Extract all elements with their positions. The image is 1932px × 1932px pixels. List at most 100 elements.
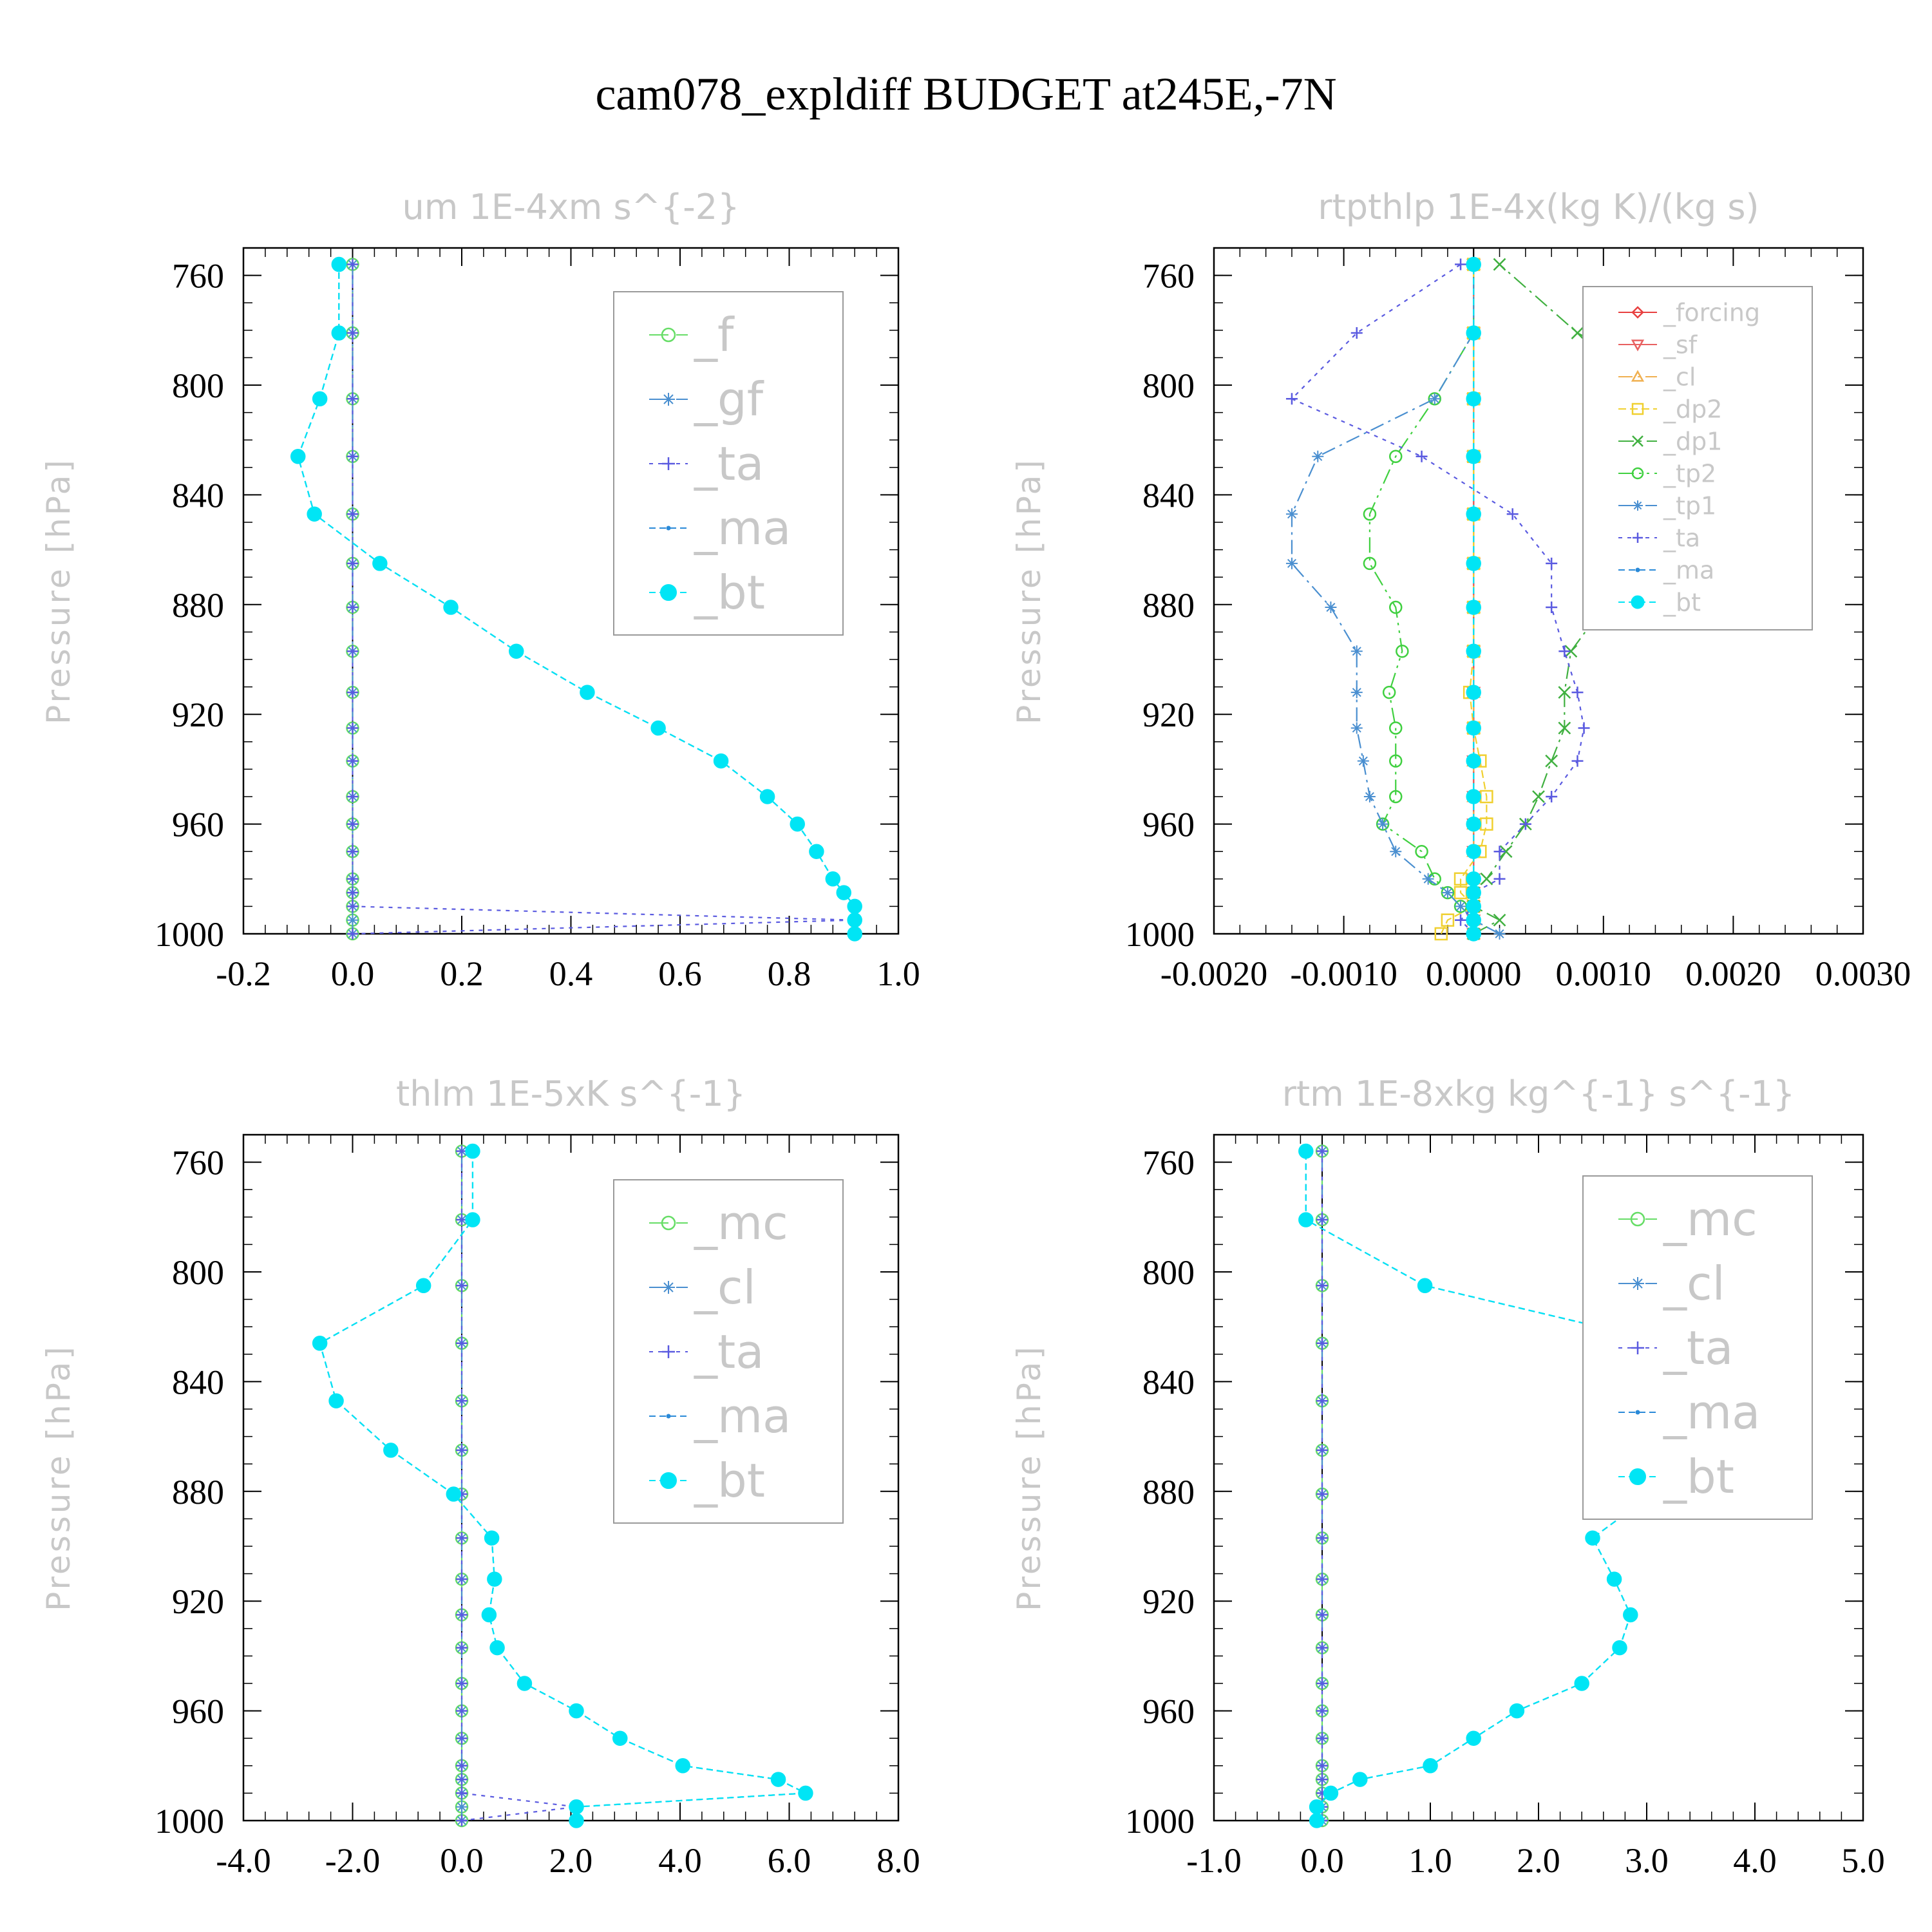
data-point <box>825 871 841 887</box>
legend-label: _dp1 <box>1663 427 1722 455</box>
legend-swatch-marker <box>1629 1468 1646 1485</box>
data-point <box>456 1395 468 1407</box>
data-point <box>1466 816 1481 832</box>
legend: _forcing _sf _cl _dp2 _dp1 _tp2 _tp1 _ta _ma _bt <box>1582 286 1813 630</box>
data-point <box>770 1772 786 1787</box>
legend-label: _ma <box>694 501 791 555</box>
data-point <box>346 887 359 899</box>
chart-panel-4: rtm 1E-8xkg kg^{-1} s^{-1} Pressure [hPa]… <box>1010 1074 1885 1880</box>
data-point <box>1532 790 1545 803</box>
legend-label: _ma <box>1663 556 1714 584</box>
data-point <box>456 1642 468 1654</box>
data-point <box>346 557 359 569</box>
data-point <box>1466 871 1481 887</box>
legend-swatch-marker <box>662 1345 675 1358</box>
series-ta <box>456 1145 582 1826</box>
legend-item: _ma <box>649 501 791 555</box>
panel-title: um 1E-4xm s^{-2} <box>402 187 740 227</box>
data-point <box>1396 644 1409 658</box>
legend-label: _ta <box>694 437 764 491</box>
data-point <box>1316 1444 1328 1456</box>
data-point <box>1316 1337 1328 1349</box>
data-point <box>456 1815 468 1826</box>
data-point <box>1417 1278 1433 1294</box>
data-point <box>1585 1530 1600 1546</box>
legend-item: _dp2 <box>1618 395 1722 423</box>
data-point <box>1423 1758 1438 1774</box>
data-point <box>487 1571 502 1587</box>
legend-swatch-marker <box>666 1414 671 1419</box>
legend-swatch-marker <box>662 393 675 406</box>
data-point <box>415 1278 431 1294</box>
legend-swatch-marker <box>662 1281 675 1294</box>
data-point <box>1298 1212 1314 1227</box>
data-point <box>1350 645 1363 658</box>
y-tick-label: 880 <box>172 586 224 625</box>
x-tick-label: 2.0 <box>549 1841 593 1880</box>
data-point <box>1316 1678 1328 1689</box>
data-point <box>346 755 359 767</box>
data-point <box>1422 873 1434 885</box>
data-point <box>1316 1145 1328 1157</box>
legend-label: _dp2 <box>1663 395 1722 423</box>
data-point <box>346 393 359 405</box>
data-point <box>1388 450 1403 464</box>
data-point <box>509 643 524 659</box>
data-point <box>1388 721 1403 735</box>
data-point <box>346 258 359 270</box>
data-point <box>1316 1395 1328 1407</box>
data-point <box>759 789 775 804</box>
data-point <box>290 449 306 464</box>
x-tick-label: 4.0 <box>1733 1841 1777 1880</box>
data-point <box>1558 721 1571 735</box>
data-point <box>798 1785 813 1801</box>
legend-item: _dp1 <box>1618 427 1722 455</box>
legend-box <box>1582 286 1813 630</box>
data-point <box>481 1607 497 1623</box>
y-axis-title: Pressure [hPa] <box>40 457 77 724</box>
data-point <box>1363 507 1377 521</box>
data-point <box>456 1609 468 1621</box>
data-point <box>456 1532 468 1544</box>
data-point <box>1499 845 1513 858</box>
data-point <box>1466 643 1481 659</box>
data-point <box>675 1758 690 1774</box>
data-point <box>1480 872 1493 886</box>
legend-swatch-marker <box>662 457 675 470</box>
data-point <box>1546 601 1558 614</box>
data-point <box>1428 393 1441 405</box>
legend-item: _bt <box>649 1454 765 1508</box>
series-bt <box>290 256 862 942</box>
data-point <box>1466 506 1481 522</box>
data-point <box>1493 846 1506 858</box>
data-point <box>1506 508 1519 520</box>
y-tick-label: 840 <box>172 476 224 515</box>
legend-swatch-marker <box>1632 435 1643 447</box>
legend-label: _tp1 <box>1663 491 1716 520</box>
legend-label: _cl <box>1663 1256 1725 1311</box>
data-point <box>1357 755 1369 767</box>
data-point <box>612 1730 628 1746</box>
legend-label: _bt <box>1663 588 1701 616</box>
y-axis-title: Pressure [hPa] <box>1010 1344 1048 1611</box>
legend-label: _mc <box>694 1196 788 1250</box>
y-tick-label: 760 <box>172 1144 224 1182</box>
y-tick-label: 800 <box>172 1253 224 1292</box>
data-point <box>346 900 359 913</box>
legend-item: _cl <box>1618 1256 1725 1311</box>
data-point <box>580 685 595 700</box>
legend-label: _mc <box>1663 1192 1757 1246</box>
legend-label: _cl <box>694 1260 756 1314</box>
data-point <box>346 873 359 885</box>
data-point <box>650 720 666 736</box>
data-point <box>1466 1730 1481 1746</box>
legend-label: _bt <box>1663 1450 1734 1504</box>
legend-item: _ma <box>1618 556 1714 584</box>
data-point <box>1493 873 1506 885</box>
legend: _mc _cl _ta _ma _bt <box>1582 1175 1813 1520</box>
data-point <box>331 256 347 272</box>
legend-label: _bt <box>694 1454 765 1508</box>
data-point <box>1388 600 1403 614</box>
data-point <box>809 844 824 859</box>
